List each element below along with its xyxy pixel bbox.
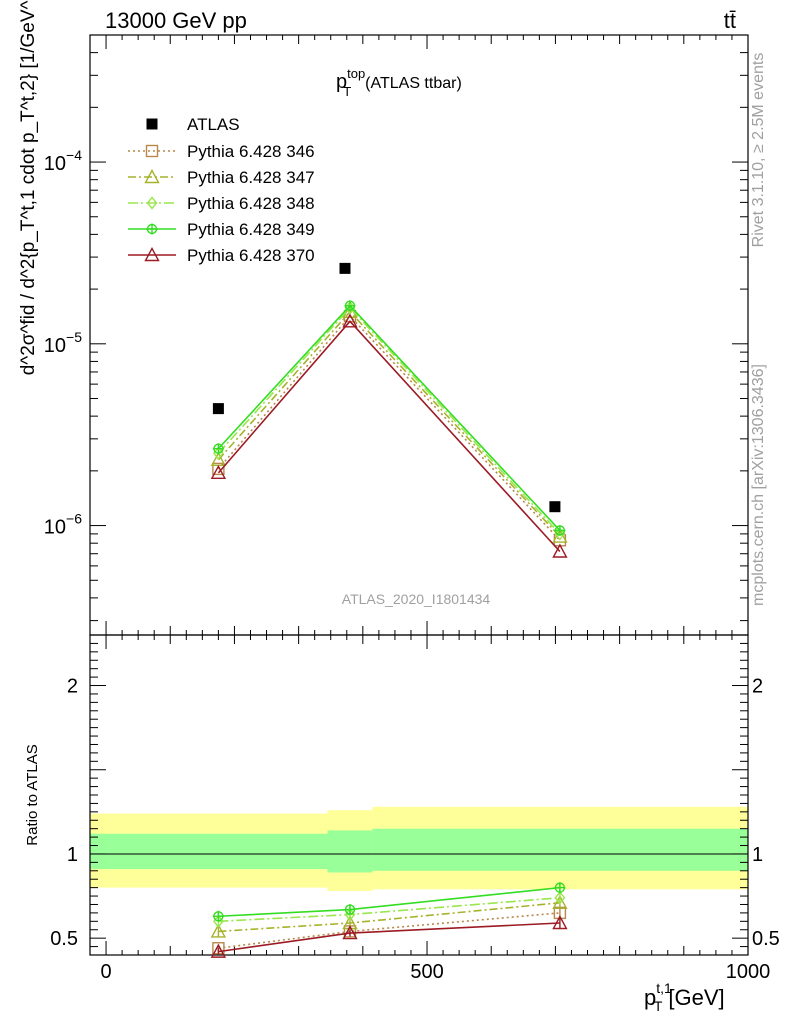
ratio-line <box>218 922 560 953</box>
marker-triangle <box>144 169 160 184</box>
band-inner <box>327 830 373 873</box>
uncertainty-bands <box>90 806 748 891</box>
series-layer <box>210 262 568 958</box>
legend-label: Pythia 6.428 346 <box>187 142 315 161</box>
atlas-data <box>212 262 561 513</box>
ratio-tick-label-left: 0.5 <box>50 928 78 950</box>
legend: ATLAS Pythia 6.428 346 Pythia 6.428 347 Pyt… <box>128 115 315 265</box>
marker-triangle <box>210 464 227 480</box>
rivet-label: Rivet 3.1.10, ≥ 2.5M events <box>750 53 767 248</box>
series-line <box>217 306 561 535</box>
band-inner <box>372 828 748 871</box>
title-main: p <box>336 71 347 93</box>
xlabel-sup: t,1 <box>656 980 672 996</box>
title-sup: top <box>347 66 365 81</box>
marker-triangle <box>552 894 568 909</box>
mcplots-label: mcplots.cern.ch [arXiv:1306.3436] <box>750 364 767 606</box>
ratio-y-axis-label: Ratio to ATLAS <box>24 744 41 845</box>
marker-triangle <box>144 247 160 262</box>
x-tick-label: 0 <box>100 961 111 983</box>
ratio-frame <box>89 634 749 956</box>
header-right: tt̄ <box>724 8 736 33</box>
marker-square <box>145 144 159 158</box>
marker-triangle <box>342 925 358 940</box>
y-tick-label: 10−4 <box>44 147 82 175</box>
series-line <box>217 310 561 538</box>
legend-marker-atlas <box>146 118 158 130</box>
marker-triangle <box>552 915 568 930</box>
data-point <box>549 501 561 513</box>
ratio-tick-label-left: 2 <box>67 676 78 698</box>
marker-triangle <box>552 543 568 558</box>
legend-label: Pythia 6.428 349 <box>187 220 315 239</box>
marker-square <box>212 462 225 476</box>
data-point <box>212 403 224 415</box>
marker-triangle <box>342 313 358 328</box>
ratio-tick-label-right: 0.5 <box>752 928 780 950</box>
ratio-line <box>218 901 560 933</box>
xlabel-unit: [GeV] <box>668 985 724 1010</box>
xlabel-main: p <box>644 985 656 1010</box>
x-tick-label: 1000 <box>726 961 771 983</box>
series-5 <box>210 313 568 958</box>
header-left: 13000 GeV pp <box>105 8 247 33</box>
marker-diamond <box>554 891 566 905</box>
legend-label-atlas: ATLAS <box>187 115 240 134</box>
ratio-tick-label-right: 1 <box>752 844 763 866</box>
axes: 0 500 1000 10−4 10−5 10−6 0.5 0.5 1 1 2 2 <box>44 34 780 983</box>
series-4 <box>212 300 566 922</box>
data-point <box>339 262 351 274</box>
y-tick-label: 10−6 <box>44 511 82 539</box>
band-inner <box>90 833 328 870</box>
y-tick-label: 10−5 <box>44 329 82 357</box>
legend-label: Pythia 6.428 370 <box>187 246 315 265</box>
marker-diamond <box>146 196 158 210</box>
xlabel-sub: T <box>654 998 663 1014</box>
legend-label: Pythia 6.428 347 <box>187 168 315 187</box>
marker-triangle <box>210 923 227 938</box>
marker-triangle <box>342 915 358 930</box>
x-tick-label: 500 <box>410 961 443 983</box>
title-rest: (ATLAS ttbar) <box>365 75 462 92</box>
analysis-watermark: ATLAS_2020_I1801434 <box>342 591 491 607</box>
plot-title: ptop T (ATLAS ttbar) <box>336 66 462 99</box>
series-line <box>217 320 561 553</box>
marker-diamond <box>554 527 566 541</box>
ratio-tick-label-right: 2 <box>752 676 763 698</box>
y-axis-label: d^2σ^fid / d^2{p_T^t,1 cdot p_T^t,2} [1/… <box>18 0 39 375</box>
legend-label: Pythia 6.428 348 <box>187 194 315 213</box>
ratio-tick-label-left: 1 <box>67 844 78 866</box>
x-axis-label: pt,1 T [GeV] <box>644 980 725 1014</box>
series-line <box>217 304 561 531</box>
title-sub: T <box>343 84 351 99</box>
marker-triangle <box>210 943 227 958</box>
